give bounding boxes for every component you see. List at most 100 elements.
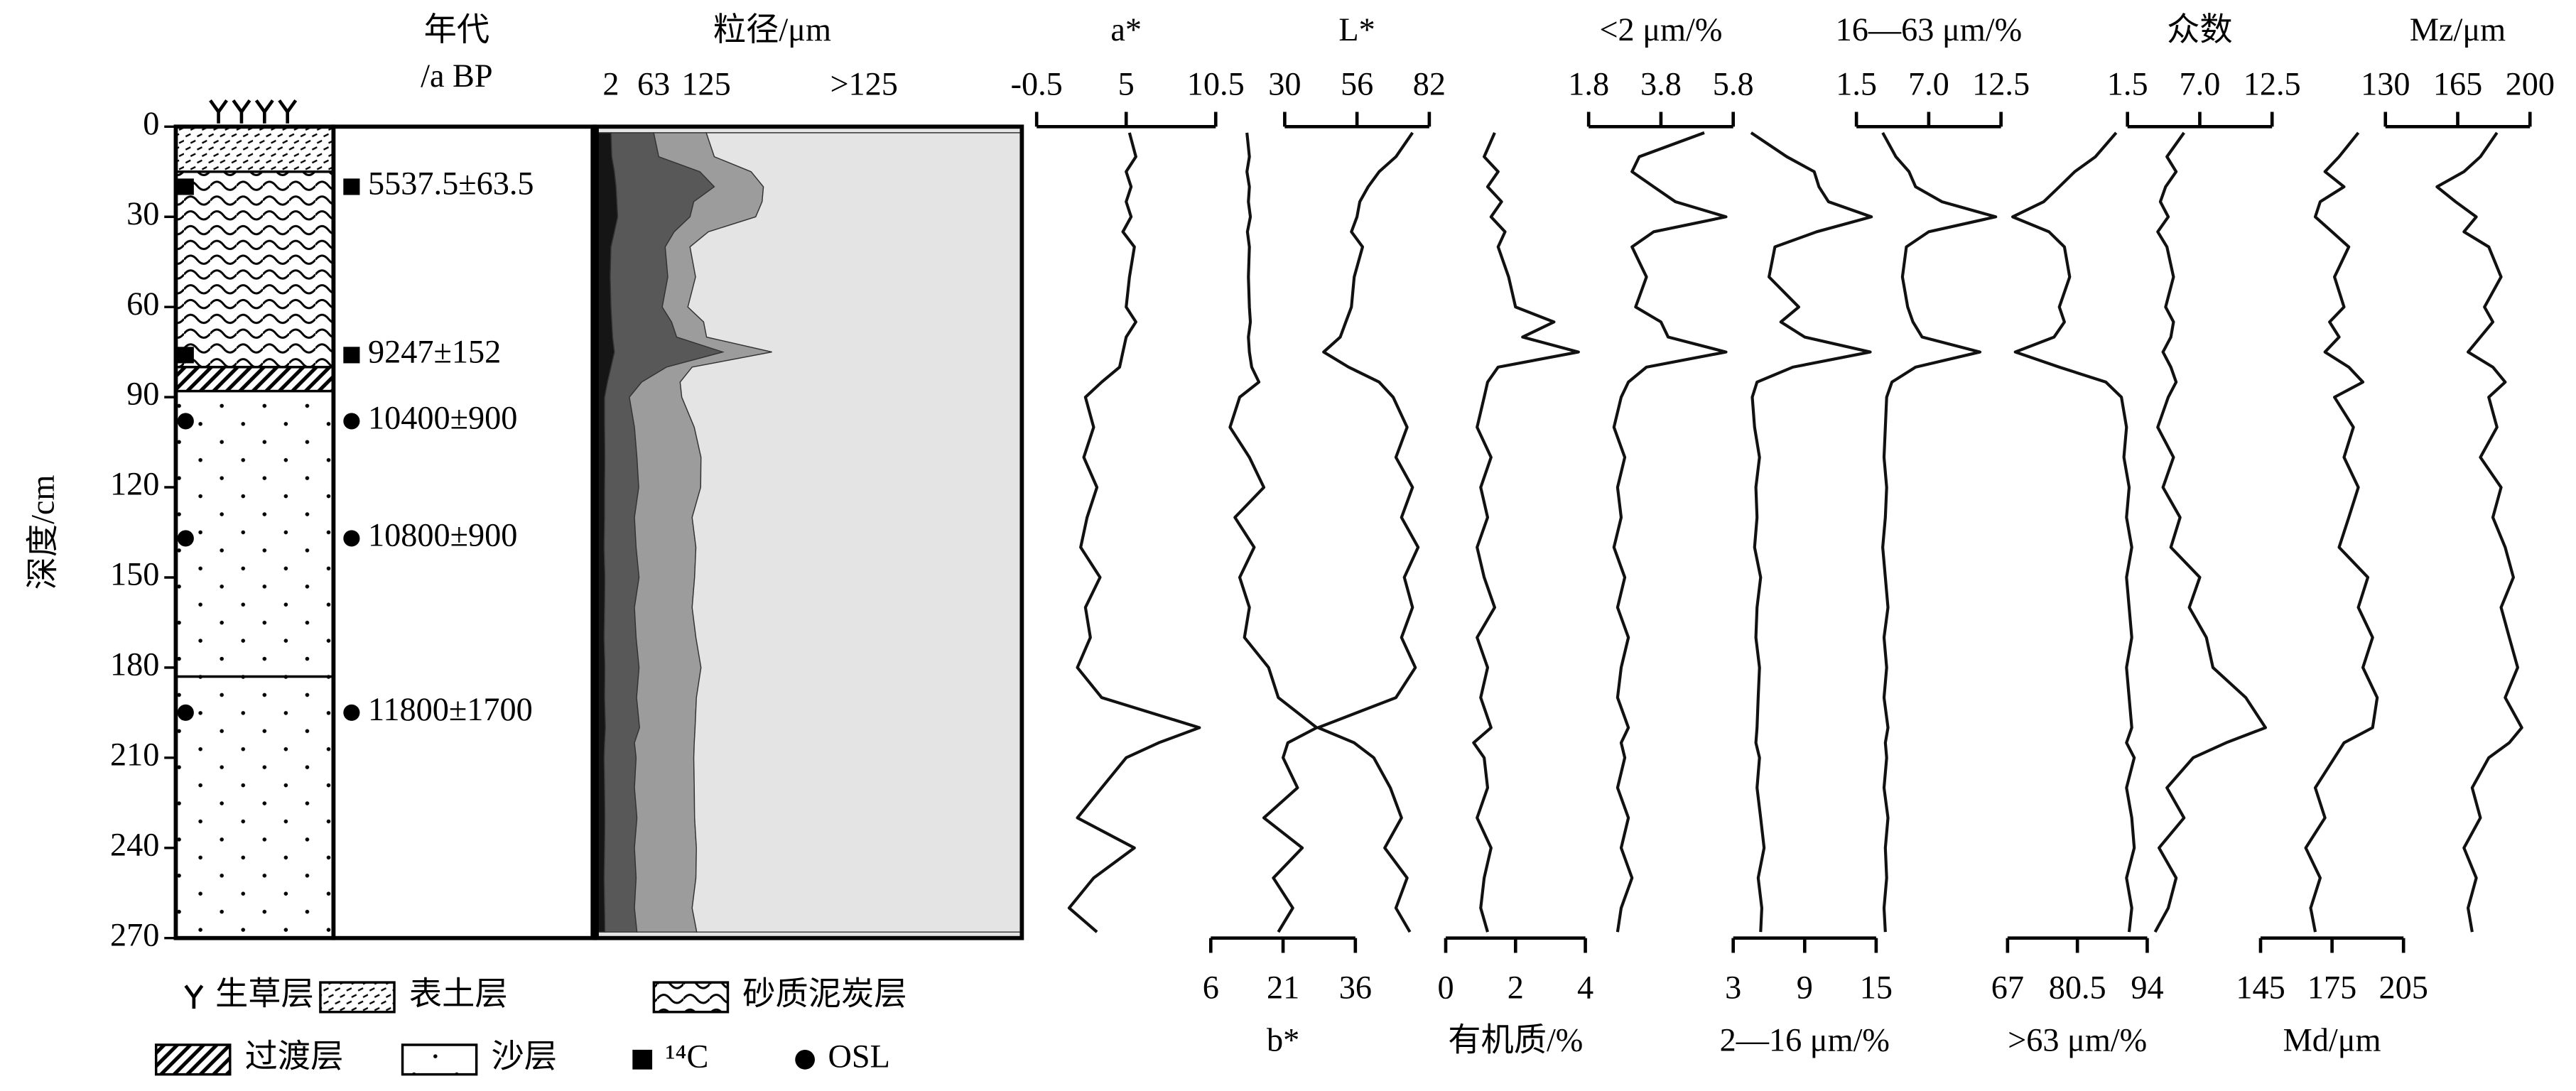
x-tick-label: 2 — [1508, 970, 1524, 1006]
age-title: 年代 — [424, 12, 490, 48]
lithology-layer — [174, 170, 335, 369]
y-tick-label: 90 — [126, 376, 159, 413]
x-tick-label: -0.5 — [1011, 66, 1063, 102]
x-axis-title: 众数 — [2167, 12, 2233, 48]
age-marker — [343, 178, 360, 195]
x-tick-label: 30 — [1268, 66, 1301, 102]
y-tick-label: 120 — [110, 467, 159, 503]
legend-symbol — [652, 981, 730, 1014]
x-axis-title: a* — [1110, 12, 1142, 48]
x-tick-label: 5 — [1118, 66, 1135, 102]
x-tick-label: 12.5 — [1972, 66, 2030, 102]
x-tick-label: 130 — [2361, 66, 2410, 102]
x-tick-label: 15 — [1860, 970, 1893, 1006]
profile-line — [2435, 131, 2523, 933]
legend-symbol — [154, 1043, 232, 1076]
grain-class-label: 63 — [637, 66, 670, 102]
x-tick-label: 165 — [2433, 66, 2482, 102]
x-tick-label: 94 — [2131, 970, 2163, 1006]
x-tick-label: 1.8 — [1568, 66, 1609, 102]
x-tick-label: 12.5 — [2244, 66, 2301, 102]
y-tick-label: 270 — [110, 917, 159, 953]
x-tick-label: 56 — [1341, 66, 1373, 102]
y-tick-label: 210 — [110, 737, 159, 773]
grass-symbol — [254, 99, 274, 124]
x-tick-label: 9 — [1797, 970, 1813, 1006]
grain-panel-frame — [592, 124, 1024, 940]
x-axis-title: Mz/μm — [2410, 12, 2506, 48]
x-tick-label: 10.5 — [1187, 66, 1245, 102]
lithology-layer — [174, 389, 335, 678]
age-column-frame — [331, 124, 597, 940]
x-tick-label: 7.0 — [1908, 66, 1949, 102]
age-label: 11800±1700 — [368, 692, 533, 728]
profile-line — [1881, 131, 1998, 933]
legend-label: 沙层 — [491, 1038, 557, 1075]
grass-symbol — [278, 99, 298, 124]
grass-symbol — [209, 99, 229, 124]
lithology-layer — [174, 366, 335, 393]
x-tick-label: 5.8 — [1713, 66, 1754, 102]
profile-line — [1316, 131, 1420, 933]
x-axis-title: >63 μm/% — [2008, 1022, 2147, 1058]
y-tick-label: 150 — [110, 557, 159, 593]
lithology-layer — [174, 675, 335, 940]
age-marker — [343, 530, 360, 547]
grain-class-label: >125 — [830, 66, 897, 102]
x-tick-label: 200 — [2506, 66, 2555, 102]
profile-line — [1612, 131, 1728, 933]
profile-line — [1067, 132, 1201, 933]
x-axis-title: L* — [1338, 12, 1375, 48]
y-axis-label: 深度/cm — [25, 475, 61, 590]
grain-class-label: 125 — [681, 66, 730, 102]
profile-line — [1472, 132, 1580, 933]
x-tick-label: 82 — [1413, 66, 1446, 102]
sample-marker — [177, 704, 194, 721]
legend-symbol — [319, 981, 396, 1014]
grain-title: 粒径/μm — [713, 12, 831, 48]
age-label: 10800±900 — [368, 518, 517, 554]
x-tick-label: 1.5 — [1836, 66, 1877, 102]
y-tick-label: 60 — [126, 286, 159, 322]
x-tick-label: 205 — [2379, 970, 2428, 1006]
x-tick-label: 1.5 — [2107, 66, 2148, 102]
legend-label: OSL — [828, 1038, 890, 1075]
legend-symbol — [401, 1043, 478, 1076]
age-label: 10400±900 — [368, 401, 517, 437]
x-tick-label: 145 — [2236, 970, 2285, 1006]
sample-marker — [177, 178, 194, 195]
x-axis-title: b* — [1267, 1022, 1299, 1058]
profile-line — [2153, 131, 2268, 933]
profile-line — [1750, 131, 1873, 933]
x-axis-title: 有机质/% — [1448, 1022, 1583, 1058]
y-tick-label: 240 — [110, 827, 159, 863]
grass-symbol — [232, 99, 251, 124]
x-tick-label: 0 — [1437, 970, 1454, 1006]
age-marker — [343, 413, 360, 430]
x-tick-label: 3.8 — [1640, 66, 1682, 102]
x-tick-label: 21 — [1267, 970, 1299, 1006]
x-tick-label: 80.5 — [2049, 970, 2106, 1006]
x-tick-label: 4 — [1577, 970, 1593, 1006]
sample-marker — [177, 413, 194, 430]
sample-marker — [177, 530, 194, 547]
y-tick-label: 0 — [143, 106, 159, 142]
legend-label: 过渡层 — [245, 1038, 344, 1075]
legend-symbol — [795, 1049, 815, 1070]
age-marker — [343, 704, 360, 721]
profile-line — [2011, 131, 2136, 933]
age-subtitle: /a BP — [421, 58, 493, 94]
x-tick-label: 7.0 — [2180, 66, 2221, 102]
grain-area — [679, 132, 1023, 933]
age-label: 5537.5±63.5 — [368, 166, 534, 202]
x-tick-label: 6 — [1203, 970, 1219, 1006]
y-tick-label: 180 — [110, 647, 159, 683]
profile-line — [2304, 131, 2379, 933]
legend-label: ¹⁴C — [666, 1038, 709, 1075]
legend-symbol — [632, 1049, 653, 1070]
sample-marker — [177, 347, 194, 364]
x-axis-title: 2—16 μm/% — [1720, 1022, 1890, 1058]
x-axis-title: 16—63 μm/% — [1836, 12, 2022, 48]
